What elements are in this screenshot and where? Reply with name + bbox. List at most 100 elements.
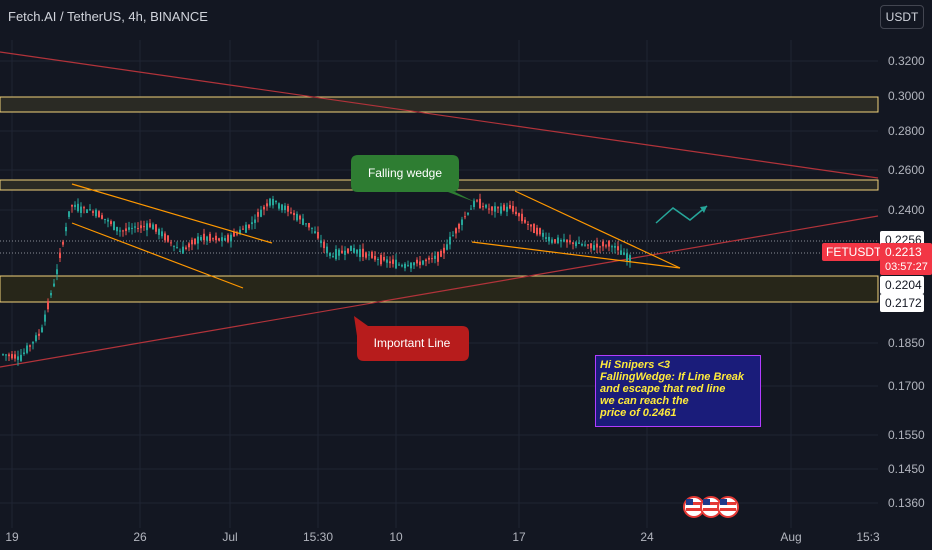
projection-arrowhead-icon — [700, 206, 707, 213]
candle-body — [71, 204, 73, 207]
candle-body — [404, 263, 406, 269]
candle-body — [620, 250, 622, 255]
analysis-note: Hi Snipers <3 FallingWedge: If Line Brea… — [595, 355, 761, 427]
candle-body — [515, 211, 517, 215]
candle-body — [539, 228, 541, 235]
svg-text:0.2172: 0.2172 — [885, 296, 922, 310]
candle-body — [287, 205, 289, 212]
y-tick-label: 0.1850 — [888, 336, 925, 350]
candle-body — [626, 253, 628, 262]
candle-body — [38, 333, 40, 336]
symbol-title: Fetch.AI / TetherUS, 4h, BINANCE — [8, 9, 208, 24]
candle-body — [110, 221, 112, 225]
candle-body — [563, 239, 565, 242]
candle-body — [329, 252, 331, 256]
candle-body — [395, 259, 397, 269]
candle-body — [173, 245, 175, 247]
candle-body — [605, 245, 607, 247]
candle-body — [14, 354, 16, 359]
candle-body — [278, 203, 280, 209]
candle-body — [266, 203, 268, 207]
candle-body — [371, 251, 373, 258]
candle-body — [356, 249, 358, 254]
note-line: price of 0.2461 — [600, 407, 677, 419]
candle-body — [476, 200, 478, 202]
candle-body — [359, 249, 361, 258]
candle-body — [188, 243, 190, 248]
candle-body — [35, 335, 37, 342]
candle-body — [497, 207, 499, 209]
candle-body — [422, 260, 424, 265]
y-tick-label: 0.3200 — [888, 54, 925, 68]
candle-body — [5, 354, 7, 356]
candle-body — [269, 198, 271, 206]
candle-body — [146, 223, 148, 231]
candle-body — [8, 354, 10, 357]
currency-button[interactable]: USDT — [880, 5, 924, 29]
candle-body — [449, 236, 451, 245]
candle-body — [557, 237, 559, 244]
candle-body — [59, 252, 61, 259]
candle-body — [386, 259, 388, 263]
time-axis[interactable]: 19 26 Jul 15:30 10 17 24 Aug 15:3 — [0, 528, 932, 550]
candle-body — [578, 242, 580, 244]
candle-body — [581, 244, 583, 246]
candle-body — [167, 235, 169, 242]
candle-body — [500, 206, 502, 214]
candle-body — [617, 246, 619, 251]
candle-body — [311, 227, 313, 229]
candle-body — [239, 229, 241, 234]
bar-countdown: 03:57:27 — [885, 261, 928, 273]
candle-body — [473, 200, 475, 207]
candle-body — [596, 243, 598, 248]
candle-body — [431, 258, 433, 260]
candle-body — [461, 219, 463, 225]
candle-body — [77, 203, 79, 212]
candle-body — [467, 212, 469, 215]
candle-body — [566, 239, 568, 243]
y-tick-label: 0.3000 — [888, 89, 925, 103]
candle-body — [176, 247, 178, 249]
candle-body — [440, 250, 442, 257]
candle-body — [401, 265, 403, 267]
candle-body — [131, 227, 133, 229]
candle-body — [95, 209, 97, 217]
price-axis[interactable]: 0.3200 0.3000 0.2800 0.2600 0.2400 0.185… — [888, 54, 925, 510]
candle-body — [464, 216, 466, 218]
flag-icons[interactable] — [683, 496, 739, 518]
candle-body — [590, 243, 592, 249]
x-tick-label: Aug — [780, 530, 801, 544]
candle-body — [257, 212, 259, 217]
candle-body — [152, 224, 154, 230]
candle-body — [29, 345, 31, 347]
candle-body — [419, 261, 421, 266]
candle-body — [377, 258, 379, 260]
candle-body — [44, 314, 46, 322]
svg-text:0.2204: 0.2204 — [885, 278, 922, 292]
y-tick-label: 0.2400 — [888, 203, 925, 217]
candle-body — [143, 226, 145, 228]
x-tick-label: 26 — [133, 530, 147, 544]
candle-body — [560, 240, 562, 242]
y-tick-label: 0.1360 — [888, 496, 925, 510]
candle-body — [65, 226, 67, 232]
price-marker-0-2204: 0.2204 — [880, 276, 924, 294]
candle-body — [47, 301, 49, 310]
candle-body — [428, 257, 430, 260]
candle-body — [107, 219, 109, 222]
candle-body — [140, 225, 142, 229]
candle-body — [272, 198, 274, 206]
candle-body — [299, 215, 301, 220]
candle-body — [236, 233, 238, 235]
candle-body — [527, 224, 529, 226]
note-line: FallingWedge: If Line Break — [600, 371, 745, 383]
candle-body — [362, 248, 364, 257]
candle-body — [221, 237, 223, 241]
candle-body — [407, 264, 409, 266]
candle-body — [215, 235, 217, 241]
candle-body — [293, 212, 295, 216]
candle-body — [518, 213, 520, 217]
candle-body — [128, 227, 130, 230]
candle-body — [230, 234, 232, 242]
